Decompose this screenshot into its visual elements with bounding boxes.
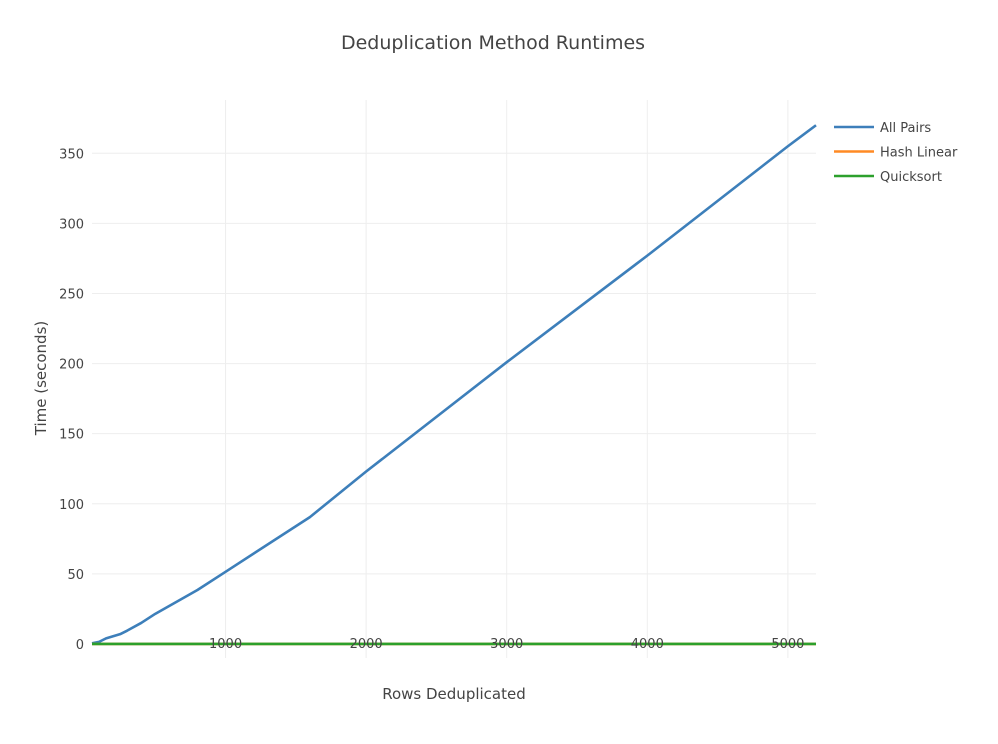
x-tick-label: 5000 <box>771 637 804 652</box>
x-tick-label: 2000 <box>350 637 383 652</box>
y-axis-ticks: 0 50 100 150 200 250 300 350 <box>59 147 84 653</box>
y-tick-label: 350 <box>59 147 84 162</box>
series-line-all-pairs <box>91 124 817 645</box>
y-axis-label: Time (seconds) <box>32 321 50 437</box>
x-tick-label: 1000 <box>209 637 242 652</box>
y-tick-label: 0 <box>76 638 84 653</box>
y-tick-label: 300 <box>59 217 84 232</box>
legend-item[interactable]: Quicksort <box>834 170 942 185</box>
x-tick-label: 3000 <box>490 637 523 652</box>
legend-item[interactable]: All Pairs <box>834 121 931 136</box>
legend[interactable]: All Pairs Hash Linear Quicksort <box>834 121 958 185</box>
x-axis-label: Rows Deduplicated <box>382 685 526 703</box>
y-tick-label: 200 <box>59 358 84 373</box>
legend-label: Hash Linear <box>880 146 958 161</box>
y-tick-label: 250 <box>59 287 84 302</box>
plot-series <box>91 124 817 646</box>
legend-label: All Pairs <box>880 121 931 136</box>
x-axis-ticks: 1000 2000 3000 4000 5000 <box>209 637 804 652</box>
y-tick-label: 150 <box>59 428 84 443</box>
legend-item[interactable]: Hash Linear <box>834 146 958 161</box>
chart-title: Deduplication Method Runtimes <box>341 32 645 54</box>
y-tick-label: 50 <box>67 568 84 583</box>
legend-label: Quicksort <box>880 170 942 185</box>
x-tick-label: 4000 <box>631 637 664 652</box>
grid-lines <box>92 100 816 658</box>
y-tick-label: 100 <box>59 498 84 513</box>
